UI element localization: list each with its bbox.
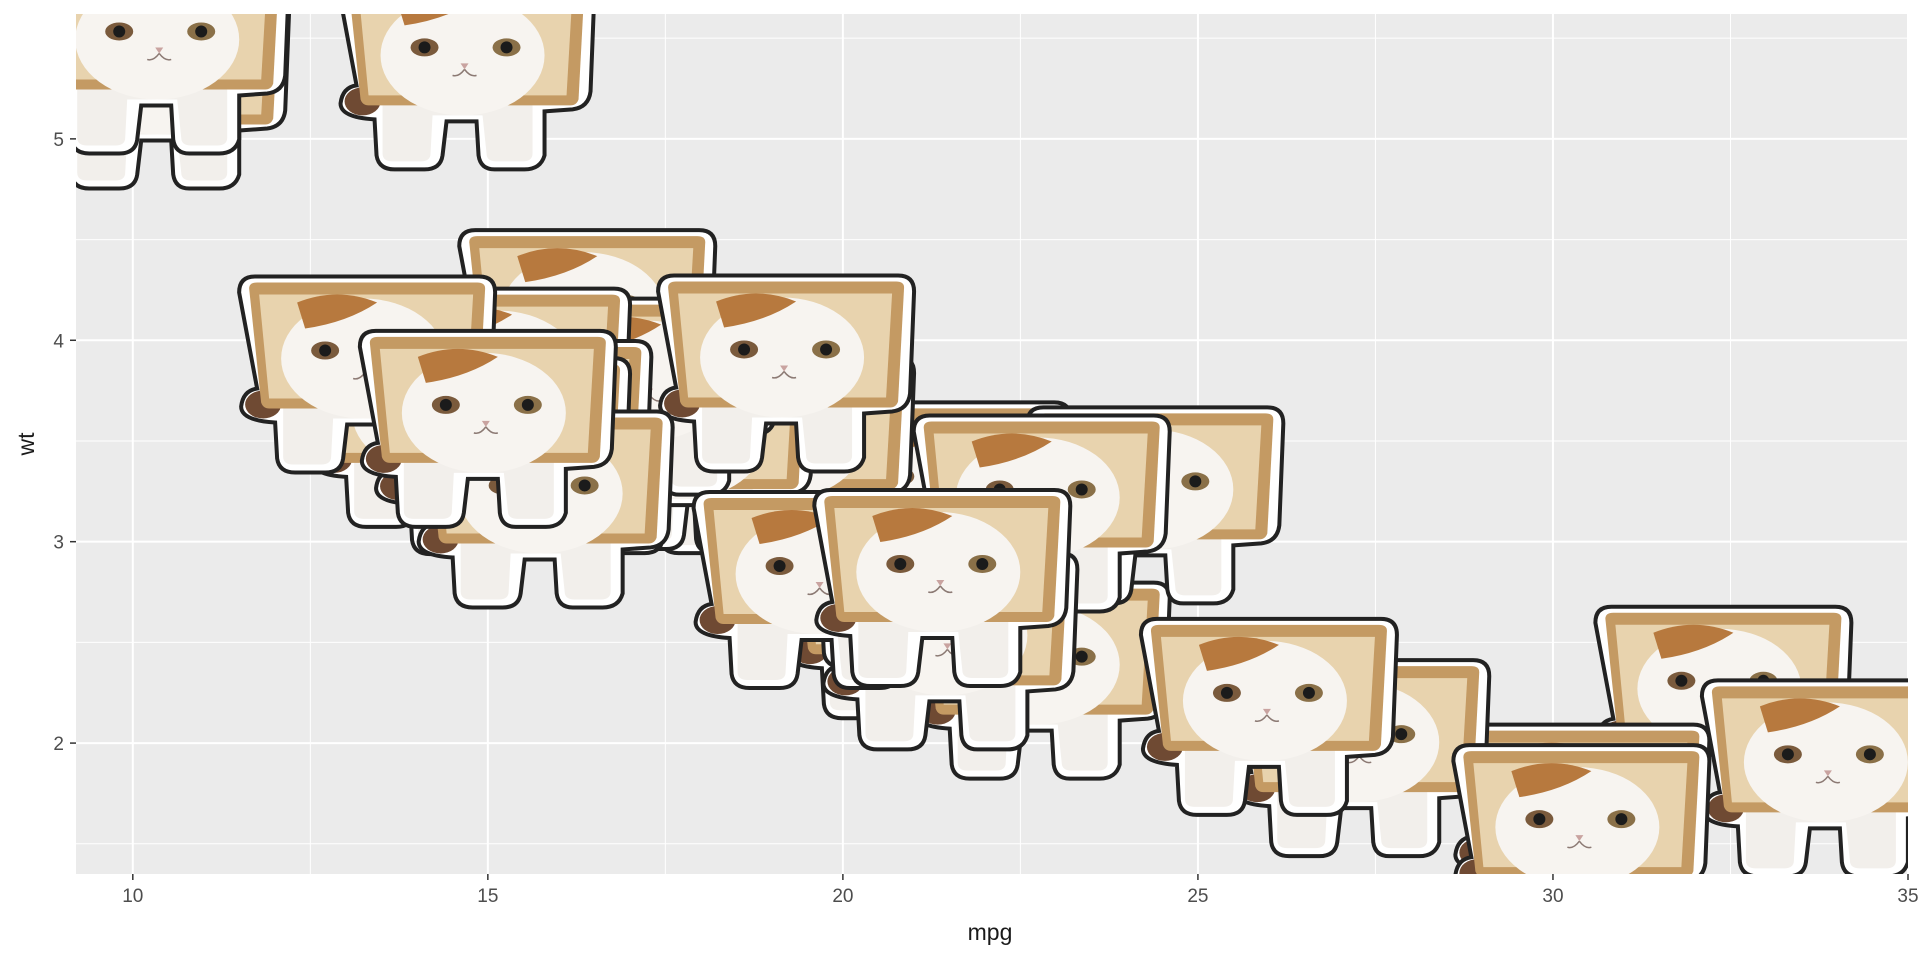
y-axis-title: wt bbox=[13, 432, 39, 457]
y-tick-label: 3 bbox=[53, 533, 64, 554]
x-tick-label: 30 bbox=[1542, 886, 1563, 907]
x-tick-label: 15 bbox=[477, 886, 498, 907]
x-tick-label: 10 bbox=[122, 886, 143, 907]
y-tick-label: 4 bbox=[53, 331, 64, 352]
x-tick-label: 25 bbox=[1187, 886, 1208, 907]
y-tick-label: 2 bbox=[53, 734, 64, 755]
y-tick-label: 5 bbox=[53, 130, 64, 151]
x-axis-title: mpg bbox=[968, 919, 1013, 945]
x-tick-label: 35 bbox=[1897, 886, 1918, 907]
x-tick-label: 20 bbox=[832, 886, 853, 907]
axes: 10 15 20 25 30 35 2 3 4 5 bbox=[53, 130, 1918, 907]
cat-bread-point bbox=[1451, 743, 1712, 874]
